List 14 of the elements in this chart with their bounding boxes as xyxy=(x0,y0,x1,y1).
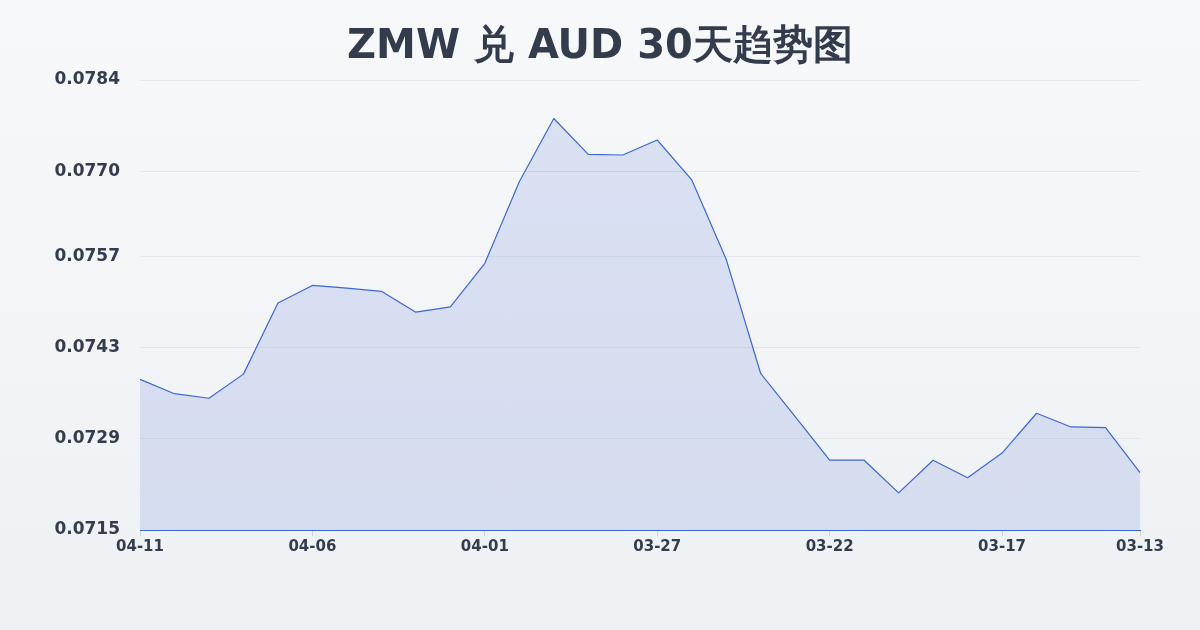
x-tick-label: 03-17 xyxy=(978,536,1027,555)
chart-title: ZMW 兑 AUD 30天趋势图 xyxy=(347,21,853,67)
y-tick-label: 0.0757 xyxy=(54,244,120,265)
x-tick-label: 03-27 xyxy=(633,536,682,555)
y-tick-label: 0.0715 xyxy=(54,518,120,539)
x-tick-label: 03-13 xyxy=(1116,536,1164,555)
y-tick-label: 0.0770 xyxy=(54,159,121,180)
x-tick-label: 03-22 xyxy=(805,536,854,555)
x-tick-label: 04-11 xyxy=(116,536,164,555)
y-tick-label: 0.0743 xyxy=(54,335,120,356)
x-tick-label: 04-01 xyxy=(460,536,509,555)
x-tick-label: 04-06 xyxy=(288,536,337,555)
y-tick-label: 0.0784 xyxy=(54,68,121,89)
y-tick-label: 0.0729 xyxy=(54,427,120,448)
